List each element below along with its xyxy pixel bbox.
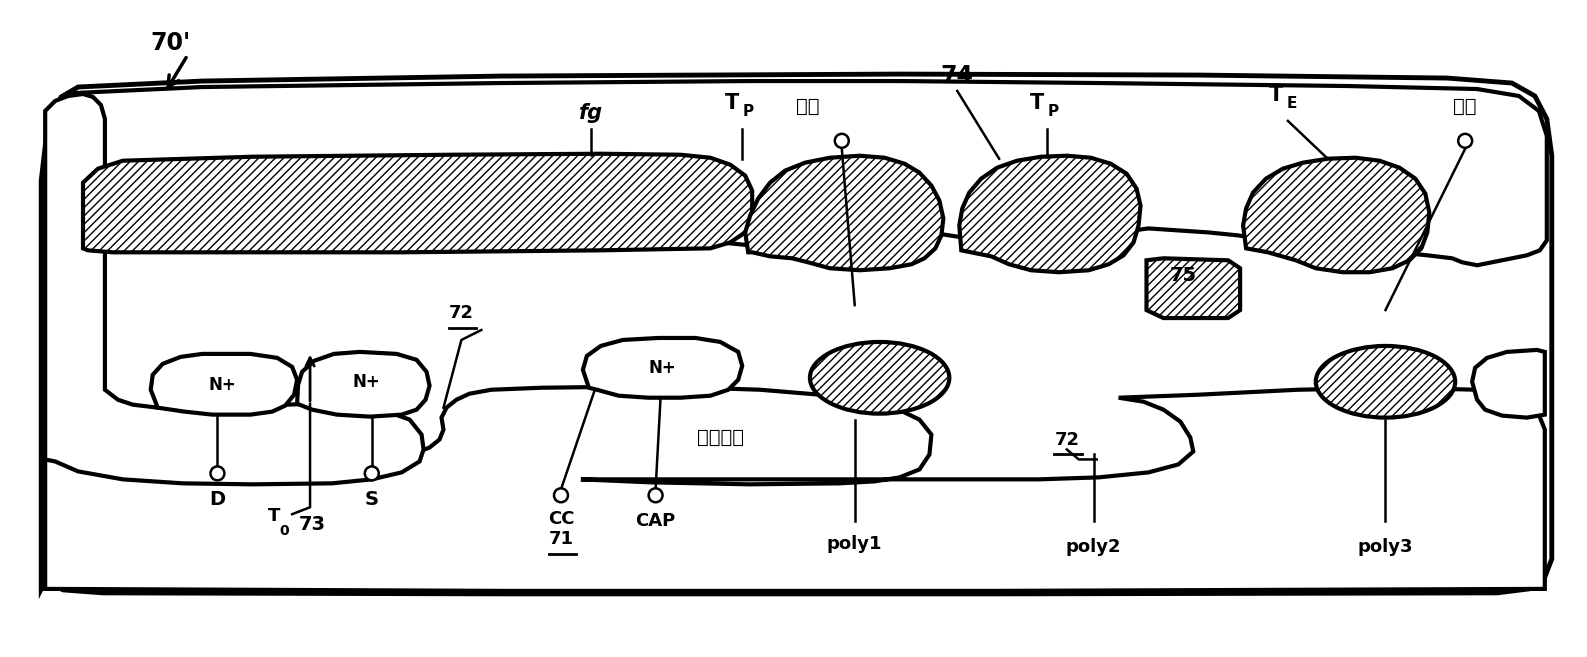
Text: 71: 71 [549, 530, 573, 548]
Text: CAP: CAP [635, 512, 676, 530]
PathPatch shape [1243, 158, 1430, 272]
Text: 场氧化层: 场氧化层 [697, 428, 744, 447]
Text: E: E [1287, 96, 1297, 111]
Text: 0: 0 [279, 524, 289, 538]
PathPatch shape [83, 154, 752, 252]
Text: N+: N+ [649, 359, 676, 377]
PathPatch shape [44, 387, 1544, 591]
Text: poly1: poly1 [827, 535, 882, 553]
Ellipse shape [809, 342, 949, 414]
Circle shape [649, 488, 662, 502]
Text: T: T [268, 507, 281, 525]
Text: 编程: 编程 [797, 97, 820, 116]
PathPatch shape [44, 94, 424, 484]
PathPatch shape [959, 156, 1141, 272]
Text: T: T [1270, 85, 1282, 105]
Text: T: T [725, 93, 740, 113]
Text: fg: fg [579, 103, 603, 123]
Circle shape [365, 466, 379, 480]
Text: poly2: poly2 [1066, 538, 1122, 556]
Circle shape [835, 134, 849, 148]
Text: T: T [1030, 93, 1044, 113]
Text: 70': 70' [151, 32, 190, 55]
Text: poly3: poly3 [1358, 538, 1414, 556]
Text: 75: 75 [1170, 265, 1197, 284]
PathPatch shape [746, 156, 943, 270]
PathPatch shape [151, 354, 297, 415]
Text: S: S [365, 489, 379, 509]
Text: 73: 73 [298, 514, 325, 533]
Text: P: P [743, 104, 754, 119]
PathPatch shape [1146, 258, 1239, 318]
Circle shape [1458, 134, 1473, 148]
Ellipse shape [1316, 346, 1455, 418]
Text: D: D [209, 489, 225, 509]
PathPatch shape [1473, 350, 1544, 418]
Circle shape [554, 488, 568, 502]
Text: 74: 74 [941, 64, 974, 88]
PathPatch shape [41, 74, 1552, 594]
Text: CC: CC [548, 510, 574, 528]
PathPatch shape [297, 352, 430, 417]
Circle shape [211, 466, 224, 480]
Text: P: P [1047, 104, 1059, 119]
Text: N+: N+ [352, 373, 381, 391]
Text: 72: 72 [449, 304, 475, 322]
Text: N+: N+ [208, 376, 236, 394]
Text: 72: 72 [1054, 430, 1079, 449]
PathPatch shape [44, 81, 1547, 589]
Text: 擦除: 擦除 [1454, 97, 1477, 116]
PathPatch shape [582, 338, 743, 397]
